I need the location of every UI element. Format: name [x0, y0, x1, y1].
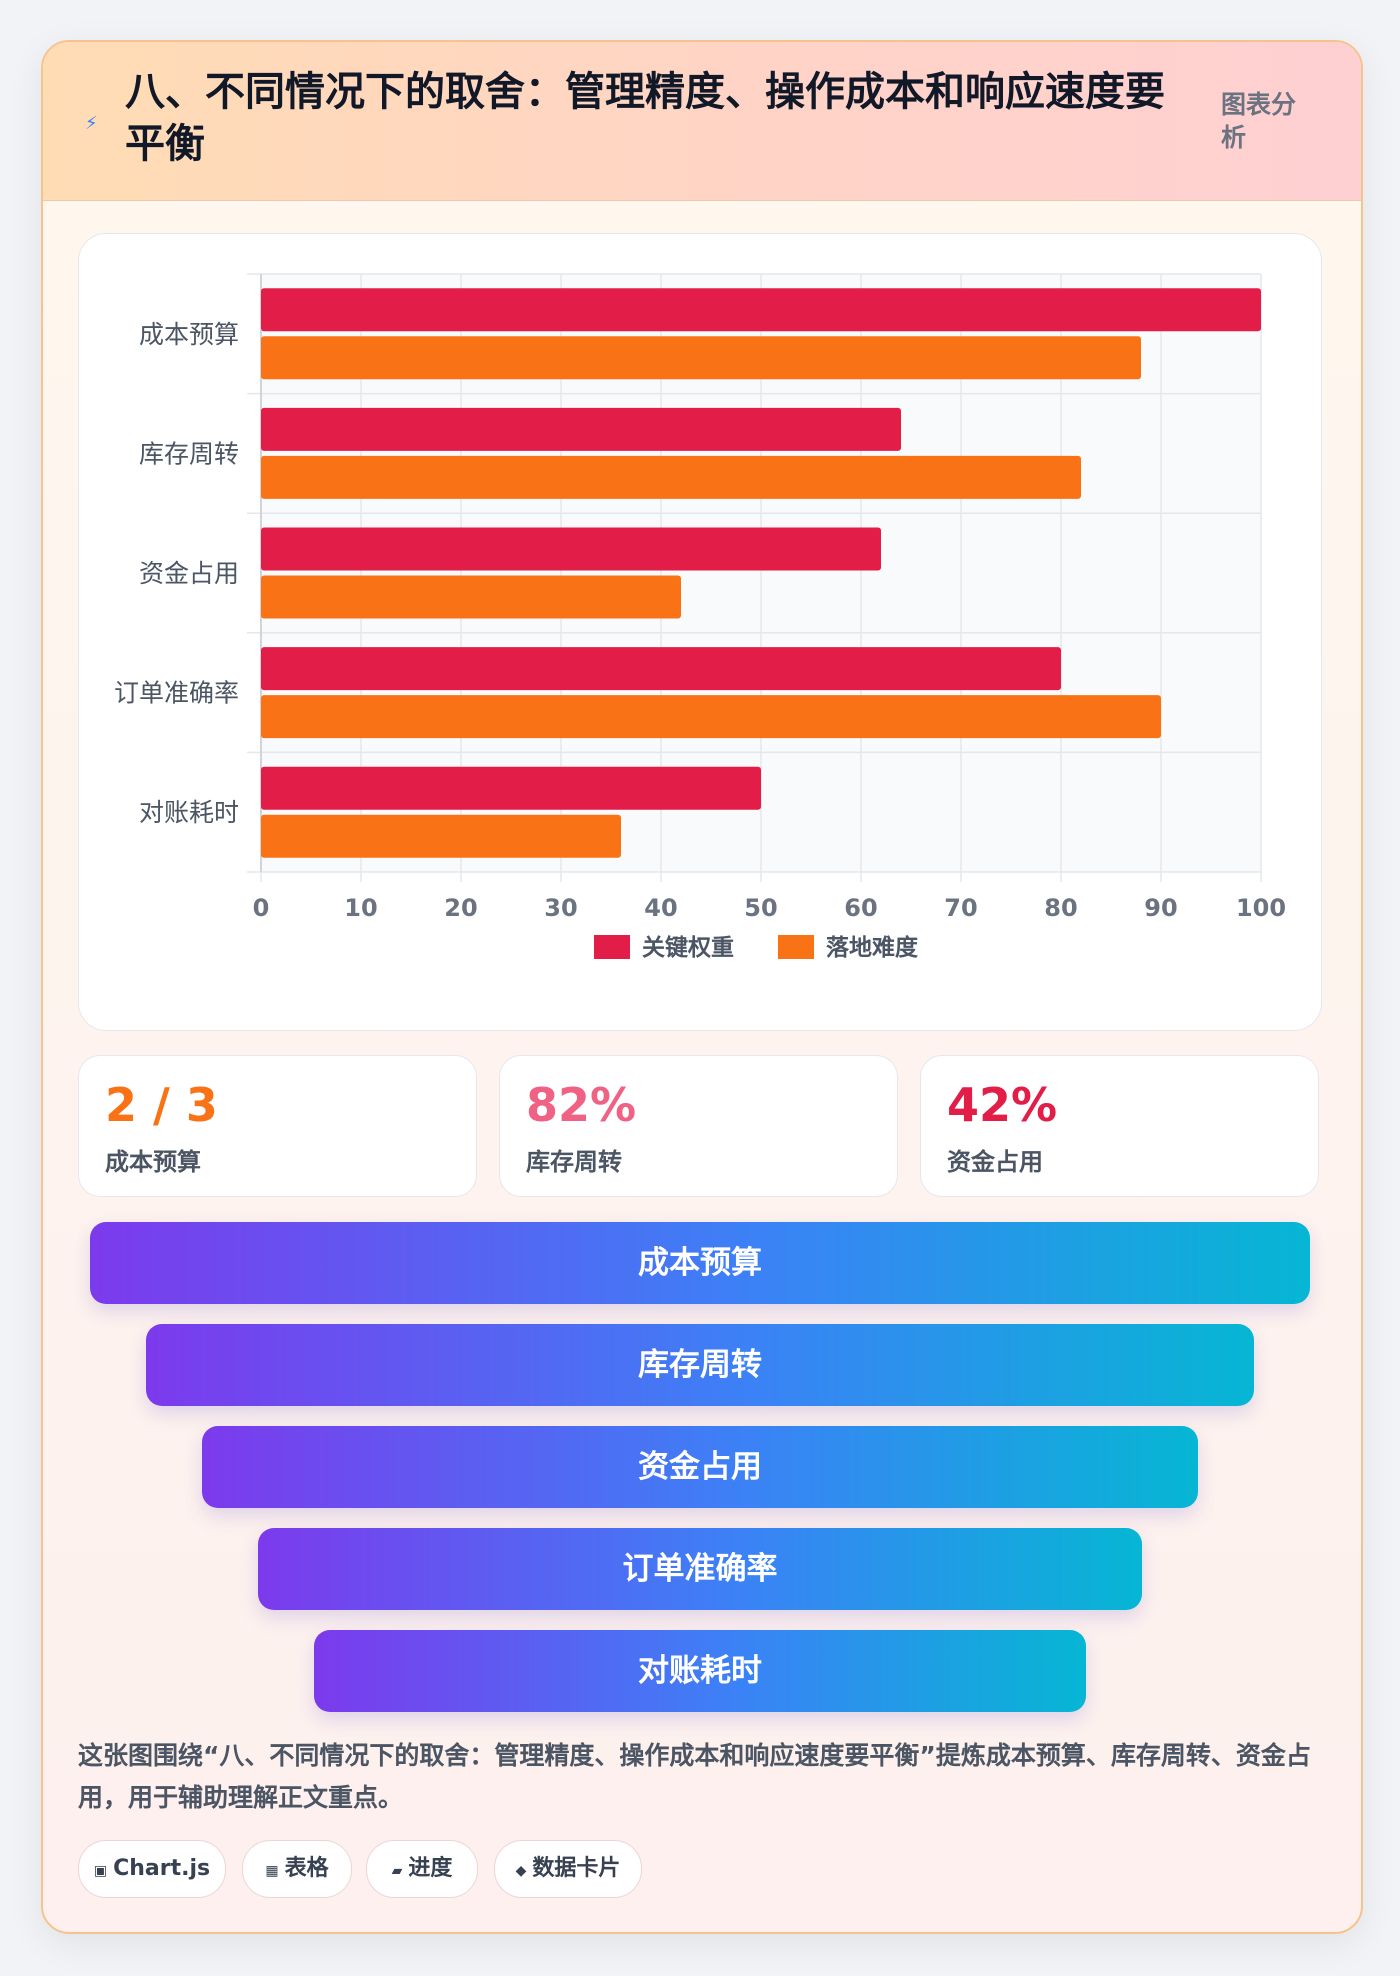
y-category-label: 库存周转	[139, 439, 239, 468]
x-tick-label: 10	[344, 894, 377, 922]
legend-label: 落地难度	[826, 934, 919, 961]
bar-difficulty	[261, 336, 1141, 380]
x-tick-label: 30	[544, 894, 577, 922]
card-header: ⚡ 八、不同情况下的取舍：管理精度、操作成本和响应速度要平衡 图表分析	[43, 42, 1361, 201]
stat-label: 成本预算	[105, 1148, 201, 1176]
bar-key-weight	[261, 288, 1261, 332]
bar-key-weight	[261, 766, 761, 810]
stat-label: 库存周转	[526, 1148, 622, 1176]
funnel-step-accuracy: 订单准确率	[258, 1528, 1142, 1610]
stat-card-budget: 2 / 3 成本预算	[78, 1055, 477, 1197]
table-icon: ▦	[265, 1863, 279, 1879]
bar-key-weight	[261, 647, 1061, 691]
x-tick-label: 70	[944, 894, 977, 922]
funnel-step-turnover: 库存周转	[146, 1324, 1254, 1406]
funnel-step-reconciliation: 对账耗时	[314, 1630, 1086, 1712]
legend-label: 关键权重	[642, 934, 734, 961]
bar-key-weight	[261, 527, 881, 571]
y-category-label: 订单准确率	[114, 679, 239, 708]
x-tick-label: 40	[644, 894, 677, 922]
chip-progress[interactable]: ▰ 进度	[366, 1840, 478, 1898]
bar-difficulty	[261, 695, 1161, 739]
chip-chartjs[interactable]: ▣ Chart.js	[78, 1840, 226, 1898]
bar-key-weight	[261, 407, 901, 451]
chart-icon: ▣	[93, 1863, 108, 1879]
chart-description: 这张图围绕“八、不同情况下的取舍：管理精度、操作成本和响应速度要平衡”提炼成本预…	[78, 1741, 1311, 1812]
chart-panel: 0 10 20 30 40 50 60 70 80 90 100 成本预算库存周转资金占用订单准确率对…	[78, 233, 1322, 1031]
chip-label: 数据卡片	[532, 1856, 621, 1881]
bar-difficulty	[261, 455, 1081, 499]
card-title: 八、不同情况下的取舍：管理精度、操作成本和响应速度要平衡	[125, 69, 1165, 167]
diamond-icon: ◆	[515, 1863, 527, 1879]
lightning-icon: ⚡	[85, 113, 98, 134]
stat-value: 2 / 3	[105, 1078, 218, 1132]
x-tick-label: 100	[1236, 894, 1286, 922]
bar-difficulty	[261, 575, 681, 619]
stat-card-turnover: 82% 库存周转	[499, 1055, 898, 1197]
chart-analysis-tag: 图表分析	[1221, 90, 1297, 152]
stat-cards: 2 / 3 成本预算 82% 库存周转 42% 资金占用	[78, 1055, 1320, 1197]
stat-label: 资金占用	[947, 1148, 1043, 1176]
stat-value: 82%	[526, 1078, 637, 1132]
funnel-step-capital: 资金占用	[202, 1426, 1198, 1508]
x-tick-label: 90	[1144, 894, 1177, 922]
x-tick-label: 50	[744, 894, 777, 922]
y-category-label: 成本预算	[139, 320, 239, 349]
bar-difficulty	[261, 814, 621, 858]
chip-data-card[interactable]: ◆ 数据卡片	[494, 1840, 642, 1898]
progress-icon: ▰	[391, 1863, 403, 1879]
legend-swatch	[594, 935, 630, 959]
y-category-label: 资金占用	[139, 559, 239, 588]
x-tick-label: 80	[1044, 894, 1077, 922]
funnel-step-budget: 成本预算	[90, 1222, 1310, 1304]
legend-swatch	[778, 935, 814, 959]
chip-label: 进度	[408, 1856, 453, 1881]
bar-chart: 0 10 20 30 40 50 60 70 80 90 100 成本预算库存周转资金占用订单准确率对…	[114, 273, 1286, 961]
stat-value: 42%	[947, 1078, 1058, 1132]
stat-card-capital: 42% 资金占用	[920, 1055, 1319, 1197]
x-tick-label: 20	[444, 894, 477, 922]
chip-label: 表格	[284, 1856, 329, 1881]
x-tick-label: 60	[844, 894, 877, 922]
chip-label: Chart.js	[113, 1856, 211, 1881]
chip-table[interactable]: ▦ 表格	[242, 1840, 352, 1898]
y-category-label: 对账耗时	[139, 798, 239, 827]
x-tick-label: 0	[253, 894, 270, 922]
